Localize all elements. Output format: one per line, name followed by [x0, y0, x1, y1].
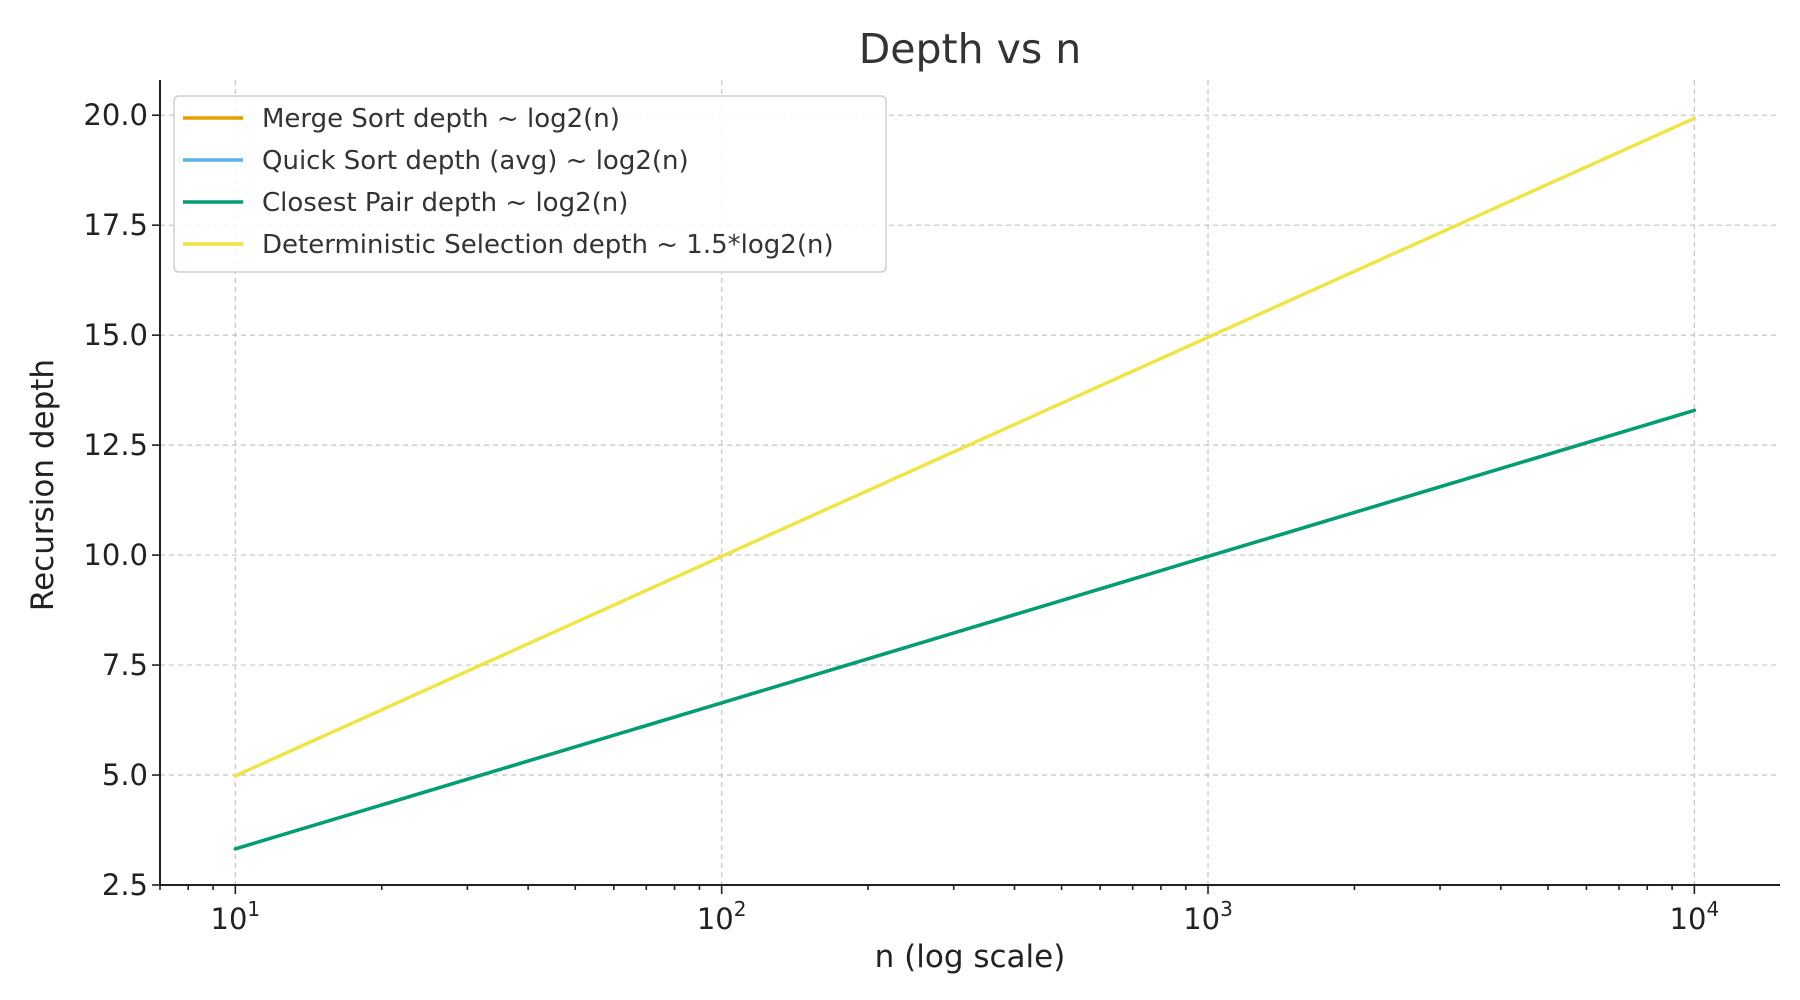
y-tick-label: 2.5	[102, 868, 148, 902]
y-tick-label: 5.0	[102, 758, 148, 792]
legend-label: Deterministic Selection depth ~ 1.5*log2…	[262, 230, 834, 260]
series-line	[233, 116, 1697, 778]
legend-label: Merge Sort depth ~ log2(n)	[262, 104, 620, 134]
y-tick-label: 20.0	[83, 98, 148, 132]
ticks: 2.5 5.0 7.5 10.0 12.5 15.0 17.5 20.0 101 102 103 10…	[83, 98, 1719, 936]
chart-title: Depth vs n	[859, 25, 1082, 73]
axes	[159, 80, 1780, 886]
legend-label: Quick Sort depth (avg) ~ log2(n)	[262, 146, 689, 176]
x-axis-label: n (log scale)	[875, 939, 1066, 975]
y-tick-label: 12.5	[83, 428, 148, 462]
legend-box	[173, 95, 887, 273]
legend: Merge Sort depth ~ log2(n) Quick Sort dep…	[173, 95, 887, 273]
x-tick-label: 101	[211, 897, 261, 936]
x-tick-label: 102	[697, 897, 747, 936]
y-axis-label: Recursion depth	[25, 359, 61, 611]
x-tick-label: 104	[1670, 897, 1720, 936]
y-tick-label: 17.5	[83, 208, 148, 242]
x-tick-label: 103	[1183, 897, 1233, 936]
y-tick-label: 10.0	[83, 538, 148, 572]
series-lines	[233, 116, 1697, 851]
y-tick-label: 7.5	[102, 648, 148, 682]
y-tick-label: 15.0	[83, 318, 148, 352]
legend-label: Closest Pair depth ~ log2(n)	[262, 188, 628, 218]
series-line	[233, 408, 1697, 851]
